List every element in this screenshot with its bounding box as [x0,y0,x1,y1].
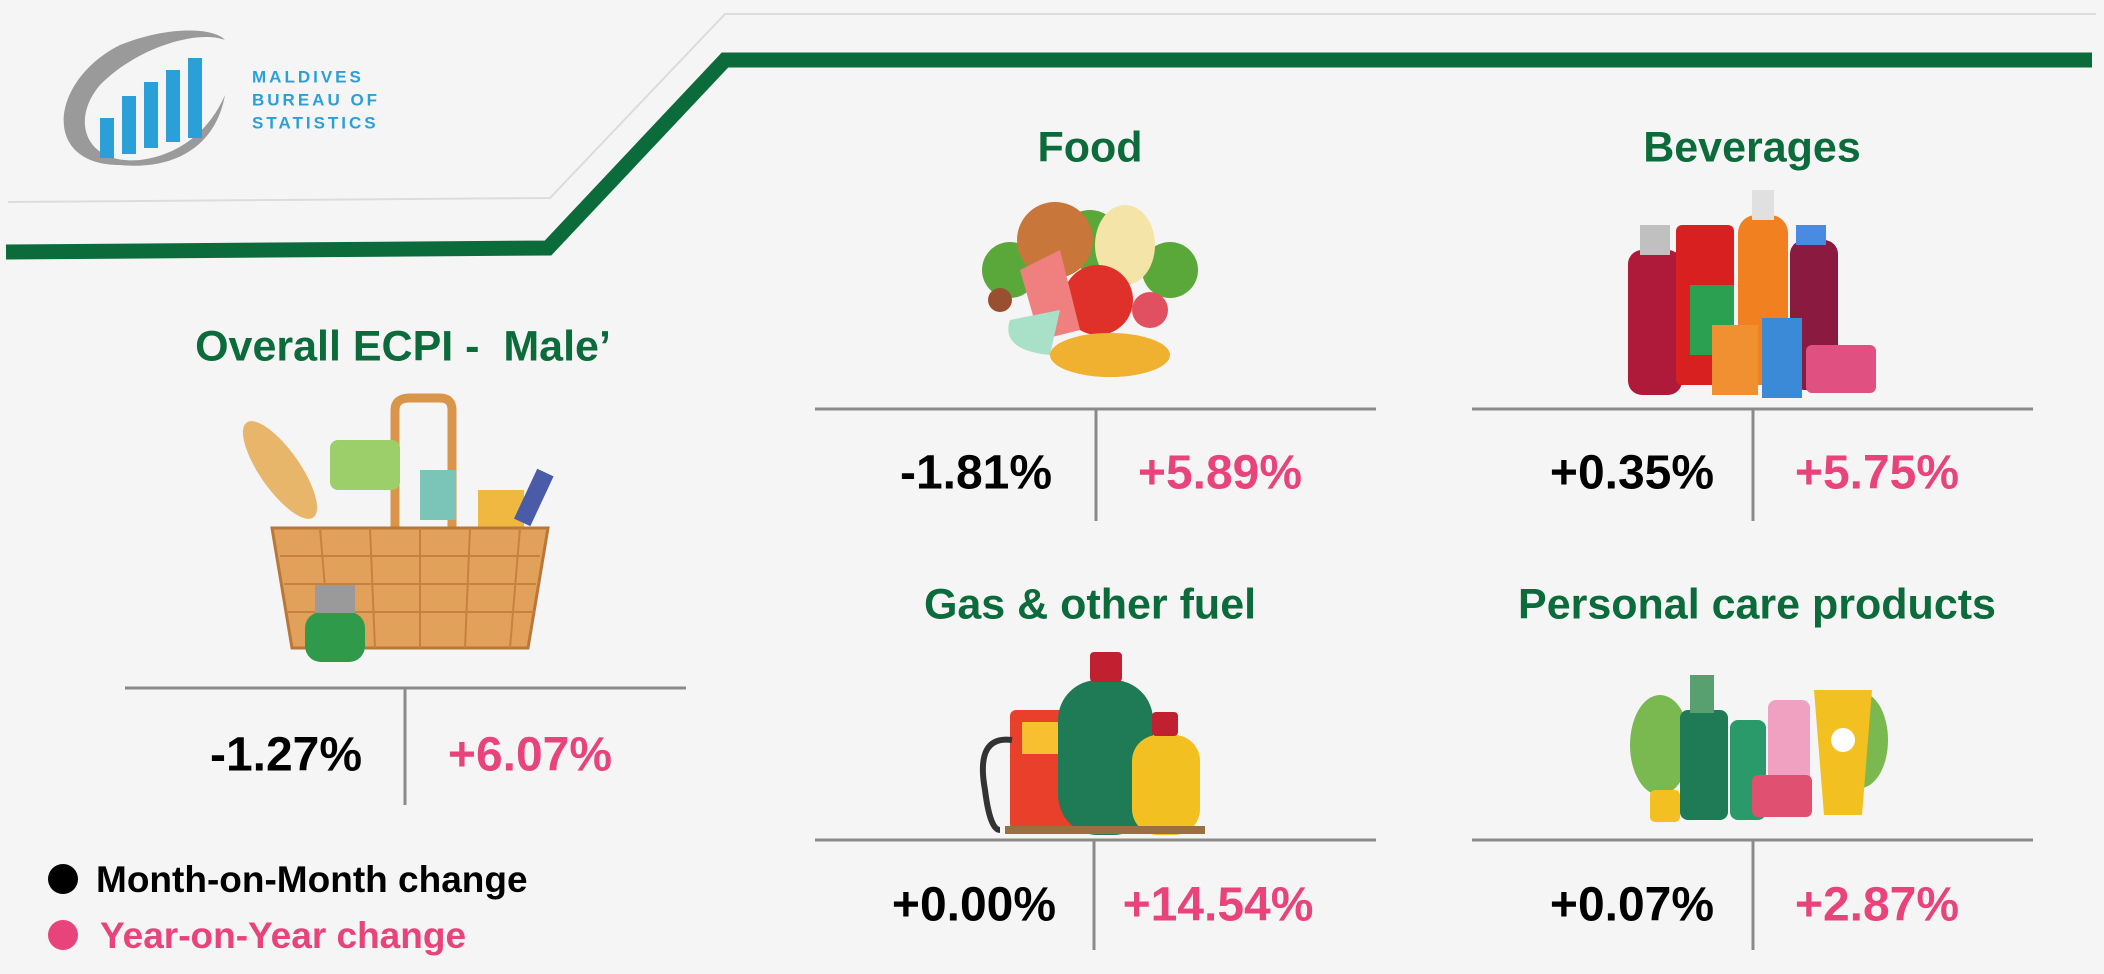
basket-icon-part-part [464,527,471,649]
personal-care-icon-part [1768,700,1810,785]
mom-change: +0.00% [892,879,1056,932]
legend-text: Month-on-Month change [96,859,528,900]
gas-icon-part [1132,735,1200,835]
food-icon-part [1050,333,1170,377]
food-icon-part-part [1142,242,1198,298]
yoy-change: +6.07% [448,729,612,782]
personal-care-icon-part [1680,710,1728,820]
food-icon [982,202,1198,377]
personal-care-icon-part [1690,675,1714,713]
basket-icon-part [390,393,457,535]
yoy-change: +14.54% [1123,879,1314,932]
beverages-icon [1628,190,1876,398]
basket-icon-part [514,468,554,527]
panel-title: Personal care products [1518,580,1996,628]
food-icon-part [1017,202,1093,278]
beverages-icon-part [1806,345,1876,393]
basket-icon-part [420,470,456,520]
gas-icon-part [1022,722,1062,754]
basket-icon-part-part [509,527,521,649]
mom-change: +0.07% [1550,879,1714,932]
legend-dot [48,864,78,894]
food-icon-part [1095,205,1155,285]
gas-icon-part [1090,652,1122,682]
logo-text: STATISTICS [252,113,379,132]
beverages-icon-part [1752,190,1774,220]
beverages-icon-part [1640,225,1670,255]
basket-icon-part [478,490,524,530]
food-icon-part [1008,310,1060,355]
logo-part [100,118,114,158]
logo: MALDIVES BUREAU OF STATISTICS [63,30,380,166]
gas-icon [979,652,1205,835]
yoy-change: +5.75% [1795,447,1959,500]
food-icon-part [988,288,1012,312]
basket-icon-part [330,440,400,490]
basket-icon [242,393,554,662]
legend-text: Year-on-Year change [100,915,466,956]
beverages-icon-part [1712,325,1758,395]
banner-line [5,52,2092,260]
logo-text: BUREAU OF [252,90,380,109]
beverages-icon-part [1628,250,1682,395]
logo-text: MALDIVES [252,67,364,86]
gas-icon-part [1058,680,1153,835]
mom-change: -1.27% [210,729,362,782]
basket-icon-part [305,612,365,662]
logo-part [188,58,202,138]
yoy-change: +5.89% [1138,447,1302,500]
food-icon-part [1063,265,1133,335]
logo-part [144,82,158,148]
panel-title: Gas & other fuel [924,580,1256,628]
personal-care-icon [1630,675,1888,822]
gas-icon-part [1152,712,1178,736]
mom-change: -1.81% [900,447,1052,500]
beverages-icon-part [1796,225,1826,245]
legend-dot [48,920,78,950]
logo-part [63,30,225,166]
personal-care-icon-part [1650,790,1680,822]
panel-title: Overall ECPI - Male’ [195,322,611,370]
decor-line [7,13,2096,203]
personal-care-icon-part [1752,775,1812,817]
mom-change: +0.35% [1550,447,1714,500]
personal-care-icon-part [1630,695,1690,795]
beverages-icon-part [1762,318,1802,398]
personal-care-icon-part [1831,728,1855,752]
panel-title: Beverages [1643,123,1861,171]
personal-care-icon-part [1814,690,1872,815]
logo-part [122,96,136,154]
food-icon-part [1132,292,1168,328]
panel-title: Food [1037,123,1142,171]
gas-icon-part [979,736,1013,833]
basket-icon-part [315,585,355,613]
gas-icon-part [1005,826,1205,834]
basket-icon-part-part [369,527,376,649]
basket-icon-part [242,421,318,519]
yoy-change: +2.87% [1795,879,1959,932]
logo-part [166,70,180,142]
